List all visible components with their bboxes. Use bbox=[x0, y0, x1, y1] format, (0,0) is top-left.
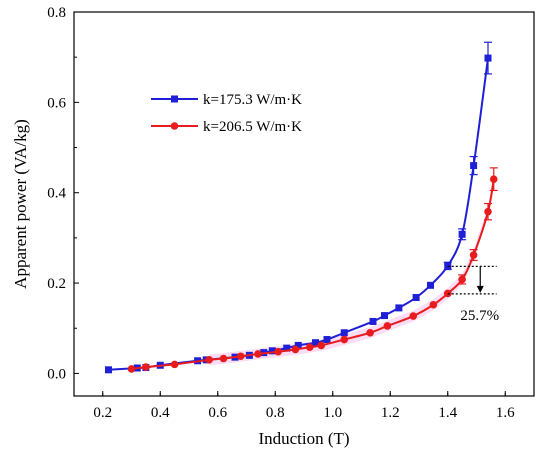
plot-frame bbox=[73, 11, 535, 397]
series-2-point bbox=[236, 352, 245, 361]
x-tick-label: 1.6 bbox=[496, 405, 515, 421]
series-1-point bbox=[294, 341, 302, 349]
x-tick-label: 1.0 bbox=[323, 405, 342, 421]
series-2-point bbox=[317, 341, 326, 350]
y-tick-label: 0.2 bbox=[47, 276, 66, 292]
series-2-point bbox=[340, 335, 349, 344]
plot-area bbox=[105, 41, 498, 374]
legend-marker-series-2 bbox=[170, 122, 179, 130]
y-tick-label: 0.4 bbox=[47, 186, 66, 202]
series-2-point bbox=[254, 350, 262, 358]
series-2-point bbox=[219, 354, 228, 363]
series-2-point bbox=[127, 365, 136, 373]
series-2-point bbox=[291, 345, 300, 354]
series-2-point bbox=[205, 356, 213, 364]
x-tick-label: 0.4 bbox=[151, 405, 170, 421]
x-tick-label: 1.2 bbox=[381, 405, 400, 421]
x-tick-label: 1.4 bbox=[438, 405, 457, 421]
legend-label-series-2: k=206.5 W/m·K bbox=[203, 119, 302, 135]
x-axis-title: Induction (T) bbox=[258, 429, 349, 448]
y-axis-title: Apparent power (VA/kg) bbox=[11, 119, 30, 289]
series-2-point bbox=[274, 347, 282, 356]
x-tick-label: 0.8 bbox=[266, 405, 285, 421]
series-2-point bbox=[469, 251, 478, 259]
series-1-point bbox=[395, 304, 403, 312]
series-1-point bbox=[283, 344, 291, 352]
series-1-point bbox=[484, 54, 492, 62]
y-tick-label: 0.6 bbox=[47, 95, 66, 111]
series-2-point bbox=[458, 275, 466, 284]
series-1-point bbox=[412, 294, 420, 302]
legend-label-series-1: k=175.3 W/m·K bbox=[203, 92, 302, 108]
series-1-point bbox=[381, 312, 388, 320]
series-1-point bbox=[105, 366, 112, 374]
series-2-point bbox=[305, 343, 314, 352]
series-2-point bbox=[170, 360, 179, 369]
series-1-point bbox=[458, 230, 466, 238]
series-1-point bbox=[427, 281, 434, 289]
series-2-point bbox=[142, 363, 150, 371]
series-2-point bbox=[429, 300, 438, 309]
axes: 0.2 0.4 0.6 0.8 1.0 1.2 1.4 1.6 0.0 0.2 0.4 0.6 0.8 bbox=[47, 5, 535, 421]
y-tick-label: 0.0 bbox=[47, 366, 66, 382]
series-1-point bbox=[369, 317, 377, 325]
series-2-point bbox=[383, 322, 392, 330]
series-1-point bbox=[340, 329, 348, 337]
y-tick-label: 0.8 bbox=[47, 5, 66, 21]
percent-annotation: 25.7% bbox=[460, 308, 499, 324]
series-2-point bbox=[484, 207, 492, 216]
series-2-point bbox=[366, 328, 374, 337]
series-1-point bbox=[323, 336, 331, 344]
legend: k=175.3 W/m·K k=206.5 W/m·K bbox=[151, 92, 302, 135]
legend-marker-series-1 bbox=[171, 95, 178, 103]
series-2-point bbox=[409, 312, 418, 320]
series-1-point bbox=[268, 347, 276, 355]
series-1-point bbox=[312, 339, 319, 347]
series-2-point bbox=[489, 175, 498, 183]
annotation-arrow-head bbox=[476, 285, 484, 293]
x-tick-label: 0.6 bbox=[208, 405, 227, 421]
series-1-point bbox=[470, 162, 478, 170]
x-tick-label: 0.2 bbox=[93, 405, 112, 421]
